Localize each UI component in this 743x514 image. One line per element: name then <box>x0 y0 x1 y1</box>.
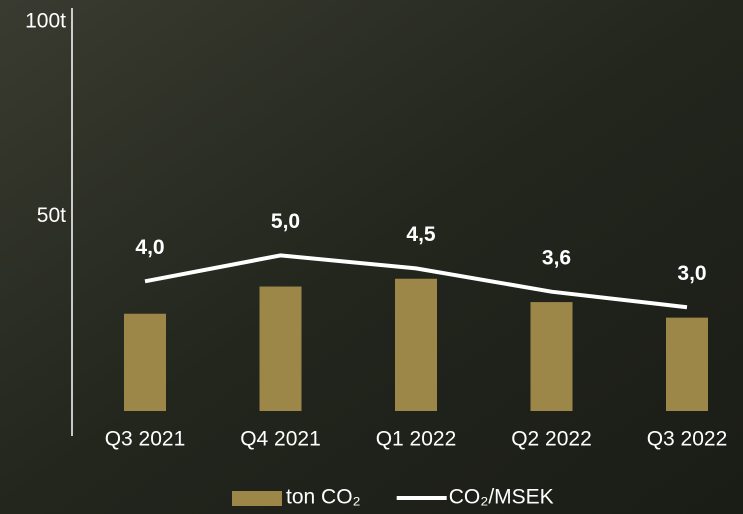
bar <box>395 278 437 411</box>
line <box>144 253 688 310</box>
x-tick-label: Q1 2022 <box>376 428 457 451</box>
value-label: 4,5 <box>406 223 436 246</box>
value-label: 3,0 <box>677 262 706 285</box>
legend-label: ton CO₂ <box>286 486 361 509</box>
x-tick-label: Q3 2022 <box>647 428 728 451</box>
legend-swatch <box>232 491 282 506</box>
y-tick-label: 100t <box>25 10 66 33</box>
bar <box>530 302 573 411</box>
bar <box>259 286 302 411</box>
x-tick-label: Q2 2022 <box>511 428 592 451</box>
legend-label: CO₂/MSEK <box>449 486 554 509</box>
bar <box>666 317 708 411</box>
x-tick-label: Q4 2021 <box>240 428 321 451</box>
value-label: 3,6 <box>542 246 571 269</box>
bar <box>124 313 166 411</box>
x-tick-label: Q3 2021 <box>105 428 186 451</box>
value-label: 5,0 <box>271 210 300 233</box>
y-tick-label: 50t <box>37 204 66 227</box>
value-label: 4,0 <box>135 236 164 259</box>
